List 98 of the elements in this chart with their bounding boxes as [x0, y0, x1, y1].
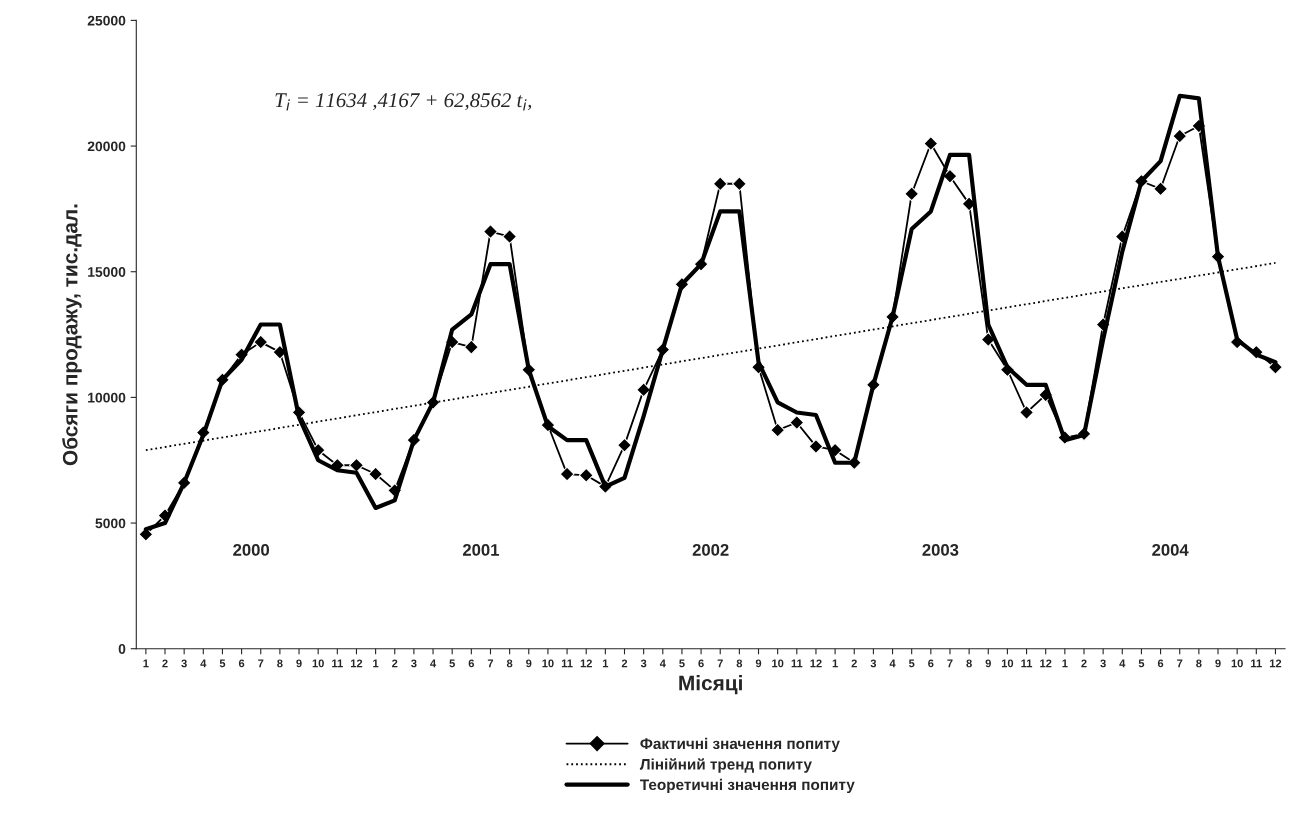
x-tick-label: 5	[908, 659, 915, 668]
x-tick-label: 8	[966, 659, 972, 668]
x-tick-label: 10	[772, 659, 784, 668]
legend-label: Фактичні значення попиту	[640, 737, 840, 753]
y-axis-title: Обсяги продажу, тис.дал.	[62, 204, 82, 466]
point	[483, 224, 498, 239]
annotation: T$_{i}$ = 11634 ,4167 + 62,8562 t$_{i}$,	[275, 93, 532, 111]
y-tick-label: 15000	[88, 267, 126, 277]
point	[712, 176, 728, 192]
legend-label: Лінійний тренд попиту	[639, 758, 812, 773]
y-tick-label: 20000	[87, 141, 126, 152]
x-tick-label: 1	[602, 659, 609, 668]
x-tick-label: 11	[1251, 659, 1262, 668]
x-tick-label: 9	[1215, 659, 1221, 668]
x-tick-label: 7	[487, 659, 494, 668]
x-tick-label: 11	[791, 659, 803, 668]
point	[559, 466, 575, 482]
x-tick-label: 1	[373, 659, 379, 668]
x-tick-label: 4	[430, 659, 437, 668]
point	[789, 415, 805, 430]
x-tick-label: 8	[1196, 659, 1202, 668]
x-tick-label: 4	[659, 659, 666, 668]
x-tick-label: 3	[411, 659, 417, 668]
x-tick-label: 6	[698, 659, 704, 668]
x-tick-label: 2	[162, 659, 168, 668]
point	[349, 457, 364, 473]
x-tick-label: 9	[296, 659, 302, 668]
x-tick-label: 2	[1081, 659, 1087, 668]
x-tick-label: 2	[392, 659, 398, 668]
x-tick-label: 3	[640, 659, 647, 668]
x-tick-label: 12	[1269, 659, 1282, 668]
annotation: 2004	[1152, 544, 1189, 556]
x-tick-label: 4	[1119, 659, 1126, 668]
x-tick-label: 7	[1177, 659, 1183, 668]
x-tick-label: 8	[736, 659, 743, 668]
point	[942, 168, 958, 184]
y-tick-label: 5000	[95, 518, 126, 529]
x-tick-label: 6	[1157, 659, 1164, 668]
x-axis-title: Місяці	[679, 675, 742, 695]
legend-label: Теоретичні значення попиту	[640, 778, 855, 794]
x-tick-label: 4	[889, 659, 896, 668]
x-tick-label: 5	[219, 659, 226, 668]
point	[904, 186, 920, 202]
point	[1019, 405, 1034, 420]
x-tick-label: 3	[181, 659, 187, 668]
x-tick-label: 6	[468, 659, 475, 668]
x-tick-label: 10	[312, 659, 324, 668]
point	[578, 467, 594, 483]
point	[253, 334, 269, 350]
annotation: 2000	[233, 544, 270, 556]
point	[808, 439, 824, 454]
x-tick-label: 4	[200, 659, 207, 668]
x-tick-label: 11	[561, 659, 573, 668]
point	[636, 382, 652, 398]
point	[617, 437, 632, 453]
x-tick-label: 2	[851, 659, 857, 668]
point	[368, 466, 383, 482]
x-tick-label: 9	[526, 659, 532, 668]
x-tick-label: 12	[580, 659, 592, 668]
x-tick-label: 10	[542, 659, 554, 668]
x-tick-label: 2	[621, 659, 628, 668]
x-tick-label: 6	[238, 659, 245, 668]
point	[770, 422, 786, 438]
point	[1153, 181, 1168, 197]
x-tick-label: 7	[947, 659, 953, 668]
y-tick-label: 10000	[88, 392, 126, 403]
point	[463, 339, 479, 355]
x-tick-label: 5	[449, 659, 455, 668]
x-tick-label: 5	[1138, 659, 1145, 668]
x-tick-label: 9	[985, 659, 991, 668]
x-tick-label: 10	[1231, 659, 1243, 668]
x-tick-label: 11	[1021, 659, 1033, 668]
annotation: 2001	[462, 544, 499, 556]
x-tick-label: 11	[332, 659, 343, 668]
point	[923, 136, 939, 151]
x-tick-label: 6	[928, 659, 934, 668]
x-tick-label: 10	[1001, 659, 1014, 668]
x-tick-label: 12	[810, 659, 822, 668]
x-tick-label: 8	[277, 659, 283, 668]
x-tick-label: 9	[755, 659, 762, 668]
x-tick-label: 1	[143, 659, 149, 668]
x-tick-label: 12	[350, 659, 363, 668]
x-tick-label: 1	[1062, 659, 1068, 668]
y-tick-label: 0	[118, 644, 126, 654]
y-tick-label: 25000	[87, 15, 126, 26]
x-tick-label: 7	[258, 659, 264, 668]
x-tick-label: 8	[506, 659, 513, 668]
annotation: 2003	[922, 544, 959, 556]
x-tick-label: 7	[717, 659, 723, 668]
point	[502, 229, 518, 244]
x-tick-label: 5	[679, 659, 685, 668]
x-tick-label: 3	[870, 659, 877, 668]
point	[731, 176, 747, 192]
point	[1172, 128, 1188, 144]
x-tick-label: 1	[832, 659, 838, 668]
x-tick-label: 12	[1040, 659, 1052, 668]
x-tick-label: 3	[1100, 659, 1106, 668]
annotation: 2002	[692, 544, 729, 556]
